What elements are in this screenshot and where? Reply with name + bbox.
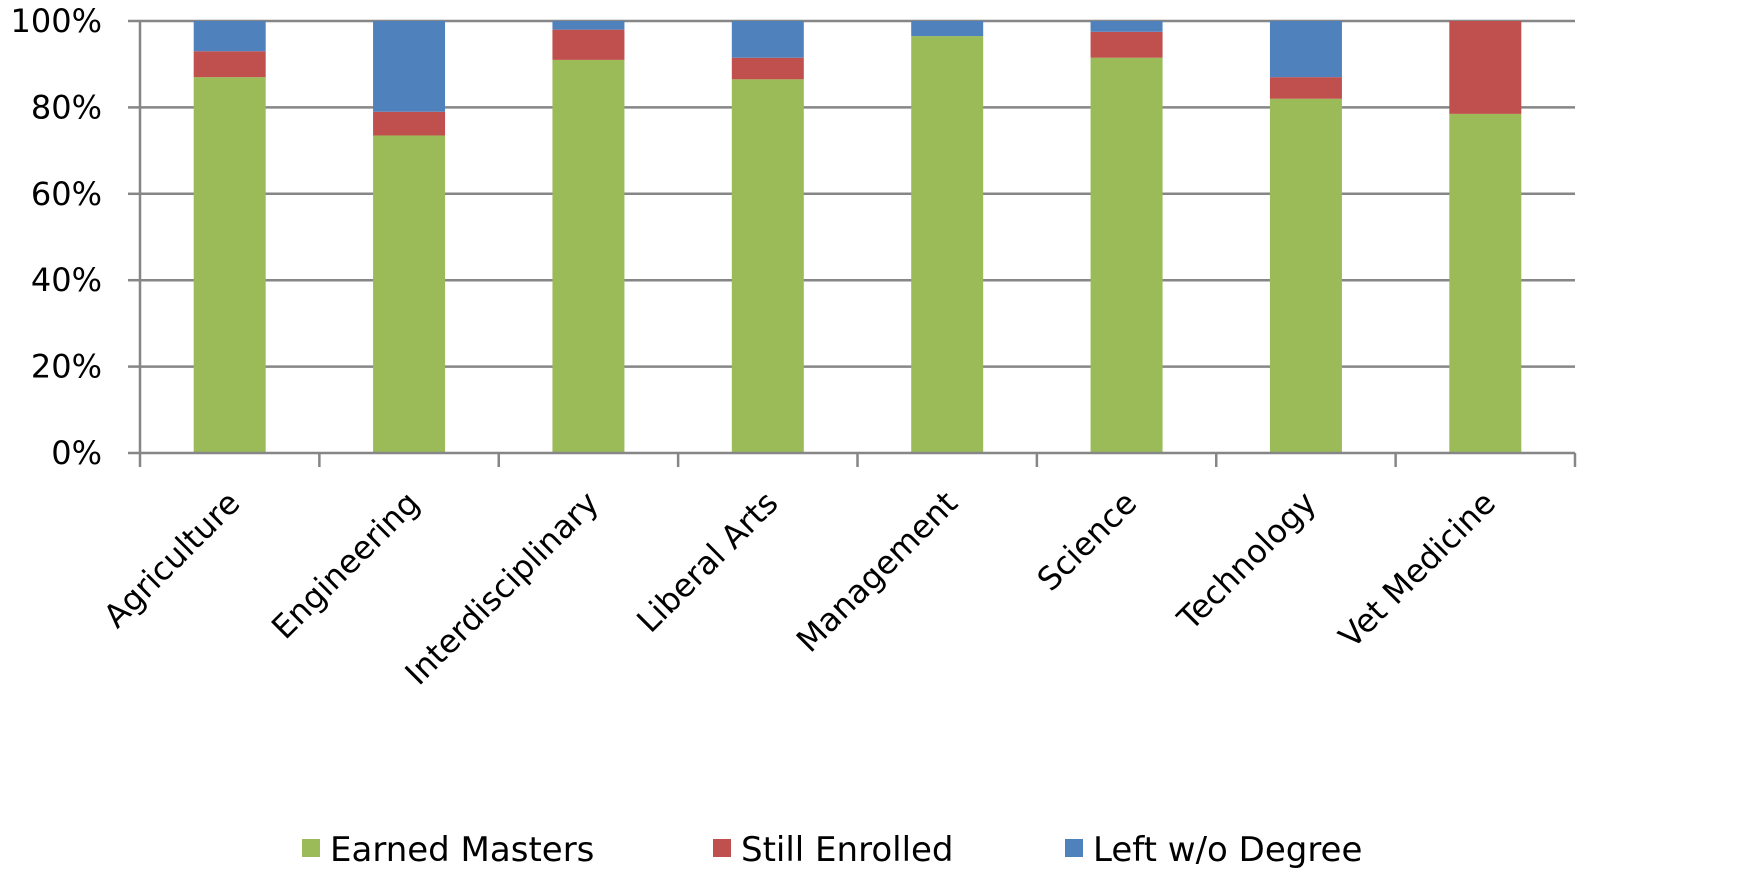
bar-segment — [1269, 98, 1342, 453]
y-tick-label: 100% — [11, 2, 102, 40]
bar-segment — [1090, 57, 1163, 453]
legend-swatch — [713, 839, 731, 857]
x-tick-label: Management — [789, 484, 965, 660]
legend-label: Earned Masters — [330, 830, 594, 870]
legend-swatch — [1065, 839, 1083, 857]
bar-segment — [373, 111, 446, 136]
bar-segment — [911, 21, 984, 37]
x-tick-label: Vet Medicine — [1331, 484, 1503, 656]
bar-segment — [1449, 21, 1522, 114]
x-tick-label: Engineering — [264, 484, 427, 647]
bar-segment — [1449, 113, 1522, 453]
bar-segment — [193, 77, 266, 453]
x-tick-label: Liberal Arts — [629, 484, 785, 640]
bar-segment — [911, 36, 984, 454]
bar-segment — [552, 21, 625, 30]
y-tick-label: 80% — [31, 88, 102, 126]
bar-segment — [373, 21, 446, 112]
bar-segment — [1090, 21, 1163, 32]
bar-segment — [552, 29, 625, 60]
legend-label: Still Enrolled — [741, 830, 954, 870]
bar-segment — [552, 59, 625, 453]
x-tick-label: Technology — [1169, 484, 1323, 638]
bar-segment — [731, 79, 804, 453]
x-tick-label: Agriculture — [96, 484, 247, 635]
legend-label: Left w/o Degree — [1093, 830, 1362, 870]
legend-swatch — [302, 839, 320, 857]
bar-segment — [1269, 77, 1342, 99]
y-tick-label: 60% — [31, 175, 102, 213]
bar-segment — [731, 21, 804, 58]
axes — [128, 19, 1577, 467]
bar-segment — [731, 57, 804, 80]
legend: Earned Masters Still Enrolled Left w/o Deg… — [302, 830, 1362, 870]
bar-segment — [193, 51, 266, 78]
bar-segment — [373, 135, 446, 454]
y-tick-label: 40% — [31, 261, 102, 299]
bar-segment — [193, 21, 266, 52]
bars — [193, 21, 1522, 454]
gridlines — [140, 19, 1575, 368]
x-tick-label: Science — [1030, 484, 1145, 599]
bar-segment — [1090, 31, 1163, 58]
bar-segment — [1269, 21, 1342, 78]
y-tick-labels: 0% 20% 40% 60% 80% 100% — [11, 2, 102, 472]
y-tick-label: 20% — [31, 348, 102, 386]
x-tick-label: Interdisciplinary — [398, 484, 607, 693]
y-tick-label: 0% — [51, 434, 102, 472]
